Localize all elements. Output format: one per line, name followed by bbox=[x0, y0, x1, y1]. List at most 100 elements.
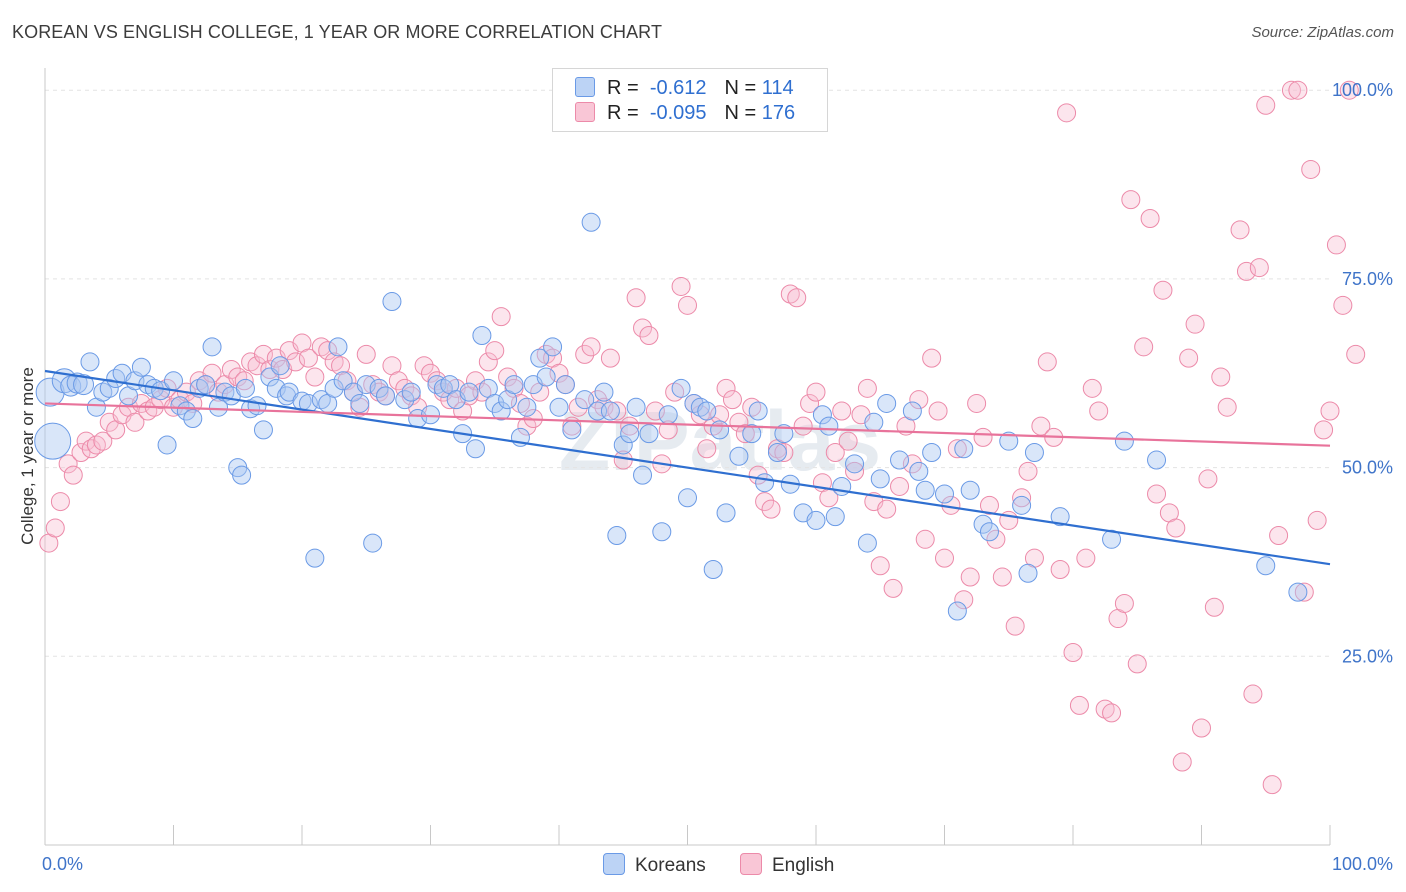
english-point bbox=[838, 431, 858, 451]
english-point bbox=[600, 348, 620, 368]
english-point bbox=[234, 371, 254, 391]
korean-point bbox=[34, 422, 72, 460]
korean-point bbox=[626, 397, 646, 417]
n-label: N = bbox=[724, 77, 757, 99]
r-value: -0.095 bbox=[649, 102, 707, 124]
english-point bbox=[800, 393, 820, 413]
english-point bbox=[414, 356, 434, 376]
korean-point bbox=[703, 559, 723, 579]
korean-point bbox=[600, 401, 620, 421]
english-point bbox=[1294, 582, 1314, 602]
stats-row-koreans: R = -0.612 N = 114 bbox=[575, 77, 794, 101]
korean-point bbox=[491, 401, 511, 421]
korean-point bbox=[253, 420, 273, 440]
english-point bbox=[1192, 718, 1211, 738]
korean-point bbox=[247, 396, 267, 416]
y-axis-title: College, 1 year or more bbox=[18, 367, 37, 545]
korean-point bbox=[401, 382, 421, 402]
korean-point bbox=[305, 548, 325, 568]
korean-trend-line bbox=[44, 369, 1331, 566]
legend-swatch-english bbox=[740, 853, 762, 875]
korean-point bbox=[277, 386, 297, 406]
english-point bbox=[742, 397, 762, 417]
english-point bbox=[678, 295, 697, 315]
english-point bbox=[388, 371, 408, 391]
korean-point bbox=[164, 371, 183, 391]
korean-point bbox=[350, 393, 370, 413]
korean-point bbox=[999, 431, 1019, 451]
korean-point bbox=[922, 443, 942, 462]
english-point bbox=[877, 499, 897, 519]
stats-row-english: R = -0.095 N = 176 bbox=[575, 102, 795, 126]
english-point bbox=[1179, 348, 1199, 368]
korean-point bbox=[620, 424, 640, 444]
korean-point bbox=[80, 352, 100, 372]
english-point bbox=[645, 401, 665, 421]
english-point bbox=[1198, 469, 1218, 489]
english-point bbox=[1249, 258, 1269, 278]
english-point bbox=[697, 439, 717, 459]
english-point bbox=[1127, 654, 1147, 674]
english-point bbox=[973, 427, 993, 447]
english-point bbox=[71, 443, 91, 462]
korean-point bbox=[710, 420, 730, 440]
english-point bbox=[774, 443, 794, 462]
english-point bbox=[671, 276, 691, 296]
korean-point bbox=[671, 378, 691, 398]
y-tick-label: 100.0% bbox=[1332, 80, 1393, 100]
english-point bbox=[922, 348, 942, 368]
english-point bbox=[690, 405, 710, 425]
english-point bbox=[549, 363, 569, 383]
korean-point bbox=[279, 382, 299, 402]
chart-title: KOREAN VS ENGLISH COLLEGE, 1 YEAR OR MOR… bbox=[12, 22, 663, 42]
english-point bbox=[979, 495, 999, 515]
korean-point bbox=[157, 435, 177, 455]
n-value: 176 bbox=[761, 102, 796, 124]
korean-point bbox=[266, 378, 286, 398]
english-point bbox=[1339, 80, 1359, 100]
english-point bbox=[735, 424, 755, 444]
english-point bbox=[1121, 190, 1141, 210]
korean-point bbox=[594, 382, 614, 402]
english-point bbox=[845, 461, 865, 481]
korean-point bbox=[530, 348, 550, 368]
source-label: Source: ZipAtlas.com bbox=[1251, 24, 1394, 41]
english-point bbox=[81, 439, 101, 459]
legend-item-koreans[interactable]: Koreans bbox=[603, 853, 706, 877]
english-point bbox=[1140, 209, 1160, 229]
english-point bbox=[517, 416, 537, 436]
legend-item-english[interactable]: English bbox=[740, 853, 834, 877]
korean-point bbox=[202, 337, 222, 357]
english-point bbox=[202, 363, 222, 383]
english-point bbox=[1243, 684, 1263, 704]
korean-point bbox=[652, 522, 672, 542]
english-point bbox=[607, 401, 627, 421]
english-point bbox=[1288, 80, 1308, 100]
english-point bbox=[305, 367, 325, 387]
english-point bbox=[639, 326, 659, 346]
english-point bbox=[45, 518, 65, 538]
english-point bbox=[536, 344, 556, 364]
korean-point bbox=[960, 480, 980, 500]
english-point bbox=[1095, 699, 1115, 719]
korean-point bbox=[517, 397, 537, 417]
english-point bbox=[1057, 103, 1077, 123]
english-point bbox=[1172, 752, 1192, 772]
korean-point bbox=[369, 378, 389, 398]
english-point bbox=[780, 284, 800, 304]
korean-point bbox=[1288, 582, 1308, 602]
korean-point bbox=[472, 326, 492, 346]
korean-point bbox=[979, 522, 999, 542]
korean-point bbox=[562, 420, 582, 440]
korean-point bbox=[465, 439, 485, 459]
korean-point bbox=[915, 480, 935, 500]
english-point bbox=[1301, 159, 1321, 179]
english-point bbox=[902, 454, 922, 474]
korean-point bbox=[870, 469, 890, 489]
english-point bbox=[1204, 597, 1224, 617]
axes bbox=[44, 68, 1331, 846]
english-point bbox=[1147, 484, 1167, 504]
korean-point bbox=[909, 461, 929, 481]
stats-box: R = -0.612 N = 114 R = -0.095 N = 176 bbox=[552, 68, 828, 132]
english-point bbox=[594, 397, 614, 417]
